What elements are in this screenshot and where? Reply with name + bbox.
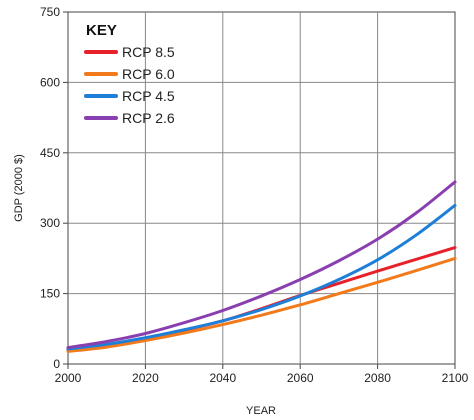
legend-label: RCP 6.0 (122, 66, 175, 82)
x-axis-title: YEAR (246, 405, 276, 417)
legend-label: RCP 4.5 (122, 88, 175, 104)
series-line-rcp-4-5 (66, 203, 457, 351)
x-tick-label: 2020 (132, 371, 159, 385)
y-tick-label: 450 (40, 146, 60, 160)
y-tick-label: 750 (40, 5, 60, 19)
series-line-rcp-6-0 (66, 256, 457, 353)
y-tick-label: 150 (40, 287, 60, 301)
legend: KEY RCP 8.5 RCP 6.0 RCP 4.5 RCP 2.6 (84, 22, 175, 126)
grid-layer (68, 12, 455, 364)
series-line-rcp-2-6 (66, 180, 457, 350)
legend-label: RCP 2.6 (122, 110, 175, 126)
series-layer (66, 180, 457, 353)
legend-label: RCP 8.5 (122, 44, 175, 60)
x-tick-label: 2080 (364, 371, 391, 385)
plot-area (67, 11, 456, 365)
y-tick-label: 0 (53, 357, 60, 371)
ticks-layer: 0 150 300 450 600 750 2000 2020 2040 2060 2080 2100 (40, 5, 469, 385)
legend-title: KEY (86, 22, 117, 39)
y-axis-title: GDP (2000 $) (13, 154, 25, 222)
x-tick-label: 2060 (287, 371, 314, 385)
x-tick-label: 2100 (442, 371, 469, 385)
x-tick-label: 2040 (209, 371, 236, 385)
y-tick-label: 300 (40, 216, 60, 230)
x-tick-label: 2000 (55, 371, 82, 385)
legend-items: RCP 8.5 RCP 6.0 RCP 4.5 RCP 2.6 (84, 44, 175, 126)
y-tick-label: 600 (40, 75, 60, 89)
